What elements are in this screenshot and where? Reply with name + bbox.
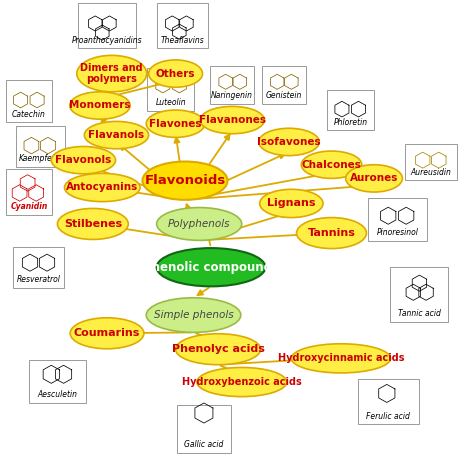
- Ellipse shape: [146, 110, 205, 138]
- Ellipse shape: [70, 318, 144, 349]
- FancyBboxPatch shape: [368, 198, 427, 241]
- Text: Cyanidin: Cyanidin: [10, 202, 48, 211]
- Ellipse shape: [51, 147, 116, 174]
- Text: Phloretin: Phloretin: [333, 117, 367, 127]
- Ellipse shape: [64, 173, 140, 202]
- Text: Naringenin: Naringenin: [211, 91, 253, 101]
- FancyBboxPatch shape: [177, 405, 231, 453]
- Text: Simple phenols: Simple phenols: [154, 310, 233, 320]
- FancyBboxPatch shape: [13, 247, 64, 287]
- Text: Lignans: Lignans: [267, 198, 316, 208]
- Text: Aureusidin: Aureusidin: [410, 168, 451, 177]
- FancyBboxPatch shape: [390, 267, 448, 322]
- FancyBboxPatch shape: [6, 80, 53, 122]
- Text: Luteolin: Luteolin: [155, 98, 186, 107]
- Ellipse shape: [156, 207, 242, 240]
- Ellipse shape: [156, 248, 265, 287]
- Ellipse shape: [57, 208, 128, 239]
- FancyBboxPatch shape: [29, 360, 85, 403]
- Text: Genistein: Genistein: [266, 91, 302, 101]
- Text: Tannins: Tannins: [308, 228, 356, 238]
- Text: Aurones: Aurones: [350, 173, 398, 183]
- Ellipse shape: [143, 161, 228, 200]
- Ellipse shape: [297, 218, 366, 249]
- Text: Flavonols: Flavonols: [55, 155, 111, 165]
- Text: Isofavones: Isofavones: [257, 137, 321, 147]
- Ellipse shape: [175, 334, 261, 365]
- Text: Catechin: Catechin: [12, 110, 46, 119]
- Text: Phenolic compounds: Phenolic compounds: [143, 261, 279, 274]
- Ellipse shape: [149, 60, 202, 87]
- FancyBboxPatch shape: [157, 3, 209, 48]
- Text: Chalcones: Chalcones: [301, 159, 362, 170]
- Ellipse shape: [346, 165, 402, 192]
- Text: Monomers: Monomers: [69, 101, 131, 111]
- Ellipse shape: [260, 189, 323, 218]
- Ellipse shape: [84, 122, 149, 149]
- Text: Phenolyc acids: Phenolyc acids: [172, 344, 264, 354]
- Text: Pinoresinol: Pinoresinol: [377, 228, 419, 237]
- Ellipse shape: [146, 298, 241, 332]
- Ellipse shape: [200, 106, 264, 134]
- FancyBboxPatch shape: [327, 90, 374, 130]
- Text: Flavanones: Flavanones: [199, 115, 266, 125]
- Text: Coumarins: Coumarins: [74, 328, 140, 338]
- Ellipse shape: [301, 151, 362, 178]
- Ellipse shape: [70, 92, 130, 119]
- Ellipse shape: [292, 344, 391, 373]
- Text: Antocyanins: Antocyanins: [66, 182, 138, 192]
- FancyBboxPatch shape: [78, 3, 137, 48]
- Text: Flavonoids: Flavonoids: [145, 174, 226, 187]
- Text: Proanthocyanidins: Proanthocyanidins: [72, 36, 142, 45]
- Text: Resveratrol: Resveratrol: [17, 275, 61, 284]
- Text: Kaempferol: Kaempferol: [19, 154, 63, 163]
- FancyBboxPatch shape: [6, 170, 53, 215]
- Text: Hydroxybenzoic acids: Hydroxybenzoic acids: [182, 377, 301, 387]
- FancyBboxPatch shape: [147, 68, 194, 111]
- Text: Hydroxycinnamic acids: Hydroxycinnamic acids: [278, 353, 404, 363]
- Text: Theaflavins: Theaflavins: [161, 36, 204, 45]
- FancyBboxPatch shape: [262, 66, 307, 104]
- Text: Flavanols: Flavanols: [89, 130, 145, 140]
- FancyBboxPatch shape: [16, 126, 65, 167]
- FancyBboxPatch shape: [210, 66, 255, 104]
- Ellipse shape: [197, 367, 287, 397]
- Ellipse shape: [77, 55, 147, 92]
- Text: Ferulic acid: Ferulic acid: [366, 412, 410, 420]
- Text: Aesculetin: Aesculetin: [37, 390, 77, 399]
- Ellipse shape: [259, 128, 319, 155]
- Text: Gallic acid: Gallic acid: [184, 440, 224, 449]
- Text: Flavones: Flavones: [149, 119, 202, 129]
- Text: Polyphenols: Polyphenols: [168, 219, 230, 229]
- Text: Others: Others: [156, 69, 195, 79]
- Text: Tannic acid: Tannic acid: [398, 309, 440, 318]
- Text: Stilbenes: Stilbenes: [64, 219, 122, 229]
- FancyBboxPatch shape: [405, 144, 456, 181]
- Text: Dimers and
polymers: Dimers and polymers: [81, 63, 143, 85]
- FancyBboxPatch shape: [358, 379, 419, 424]
